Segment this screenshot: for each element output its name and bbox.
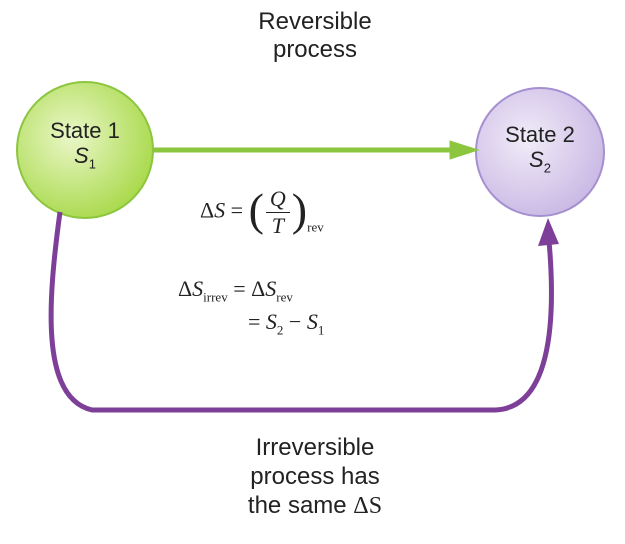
eq-irrev-line2: = S2 − S1 bbox=[178, 309, 324, 338]
state2-label: State 2 S2 bbox=[476, 122, 604, 176]
diagram-stage: Reversible process State 1 S1 State 2 S2… bbox=[0, 0, 625, 544]
cap-l3a: the same bbox=[248, 492, 353, 519]
eq-irrev-line1: ΔSirrev = ΔSrev bbox=[178, 276, 324, 305]
state1-label: State 1 S1 bbox=[17, 118, 153, 172]
state1-S: S bbox=[74, 143, 89, 168]
eq-rev-T: T bbox=[266, 212, 290, 239]
eq-irrev-l-sub: irrev bbox=[203, 289, 228, 304]
reversible-title-line1: Reversible bbox=[258, 8, 371, 35]
eq-irrev-S1-idx: 1 bbox=[318, 323, 325, 338]
eq-irrev-r1-delta: Δ bbox=[251, 276, 265, 301]
equation-irreversible: ΔSirrev = ΔSrev = S2 − S1 bbox=[178, 276, 324, 339]
state2-S: S bbox=[529, 147, 544, 172]
eq-rev-delta: Δ bbox=[200, 198, 214, 223]
state1-label-sub: S1 bbox=[17, 143, 153, 171]
state1-idx: 1 bbox=[89, 157, 96, 172]
eq-irrev-r1-sub: rev bbox=[276, 289, 293, 304]
eq-irrev-S2: S bbox=[266, 309, 277, 334]
cap-l1: Irreversible bbox=[256, 434, 375, 461]
reversible-arrow bbox=[153, 141, 478, 159]
eq-irrev-S1: S bbox=[307, 309, 318, 334]
eq-irrev-minus: − bbox=[283, 309, 306, 334]
equation-reversible: ΔS = (QT)rev bbox=[200, 186, 324, 239]
eq-irrev-r1-S: S bbox=[265, 276, 276, 301]
state2-idx: 2 bbox=[544, 161, 551, 176]
reversible-title-line2: process bbox=[273, 36, 357, 63]
cap-l2: process has bbox=[250, 463, 379, 490]
eq-irrev-eq1: = bbox=[228, 276, 251, 301]
eq-rev-frac: QT bbox=[266, 186, 290, 239]
irreversible-caption: Irreversible process has the same ΔS bbox=[195, 434, 435, 520]
reversible-title: Reversible process bbox=[210, 8, 420, 63]
state2-label-sub: S2 bbox=[476, 147, 604, 175]
eq-irrev-eq2: = bbox=[248, 309, 266, 334]
state1-label-main: State 1 bbox=[17, 118, 153, 143]
eq-irrev-l-S: S bbox=[192, 276, 203, 301]
eq-rev-sub: rev bbox=[307, 220, 324, 235]
eq-rev-Q: Q bbox=[266, 186, 290, 212]
eq-rev-S: S bbox=[214, 198, 225, 223]
state2-label-main: State 2 bbox=[476, 122, 604, 147]
eq-rev-equals: = bbox=[225, 198, 248, 223]
eq-irrev-l-delta: Δ bbox=[178, 276, 192, 301]
